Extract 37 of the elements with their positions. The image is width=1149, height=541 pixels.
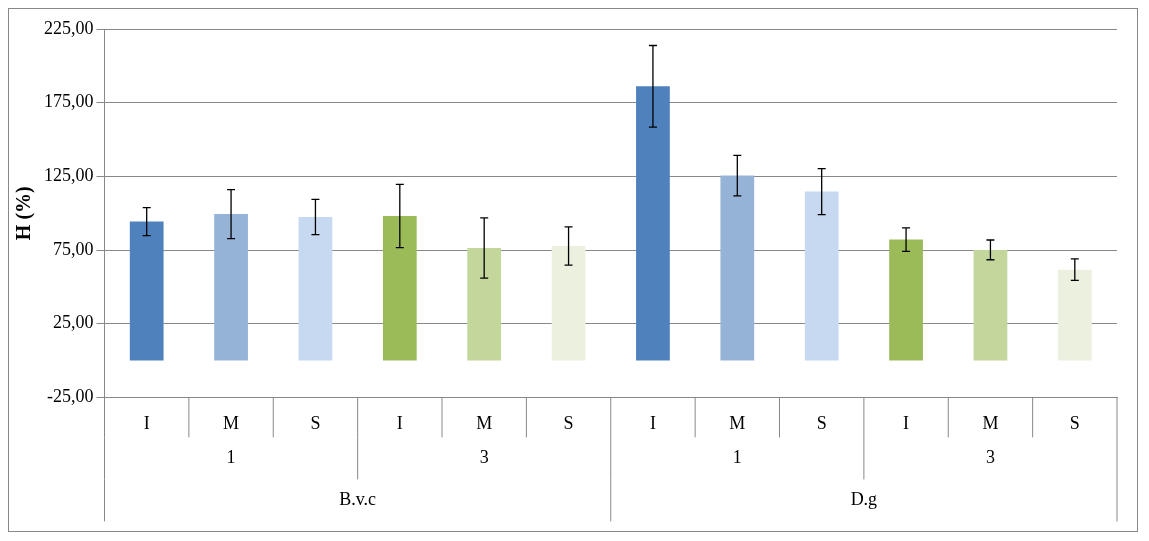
y-tick-label: -25,00 — [47, 386, 94, 407]
bar — [973, 249, 1008, 361]
y-tick-label: 125,00 — [44, 165, 94, 186]
bar — [720, 175, 755, 361]
x-tick-label: M — [729, 412, 746, 433]
bar — [804, 191, 839, 361]
bar — [214, 214, 248, 361]
x-tick-label: S — [563, 412, 574, 433]
text: 3 — [985, 447, 995, 468]
x-tick-label: S — [310, 412, 321, 433]
bar — [467, 247, 502, 361]
bar — [298, 217, 333, 361]
bar — [129, 221, 164, 361]
text: 1 — [226, 447, 236, 468]
x-tick-label: I — [903, 412, 910, 433]
text: 3 — [479, 447, 489, 468]
x-tick-label: I — [649, 412, 656, 433]
x-tick-label: M — [476, 412, 493, 433]
x-tick-label: S — [816, 412, 827, 433]
x-tick-label: M — [223, 412, 240, 433]
x-tick-label: M — [982, 412, 999, 433]
x-tick-label: I — [396, 412, 403, 433]
y-axis-title: H (%) — [12, 186, 36, 241]
y-tick-label: 25,00 — [53, 312, 94, 333]
x-tick-label: I — [143, 412, 150, 433]
text: D.g — [850, 489, 878, 510]
bar — [889, 239, 923, 361]
bar — [636, 86, 670, 361]
bar — [551, 246, 586, 361]
y-tick-label: 225,00 — [44, 17, 94, 38]
y-tick-label: 75,00 — [53, 238, 94, 259]
bar — [382, 216, 417, 361]
x-tick-label: S — [1069, 412, 1080, 433]
y-tick-label: 175,00 — [44, 91, 94, 112]
text: B.v.c — [339, 489, 377, 510]
text: 1 — [732, 447, 742, 468]
bar — [1057, 269, 1092, 361]
